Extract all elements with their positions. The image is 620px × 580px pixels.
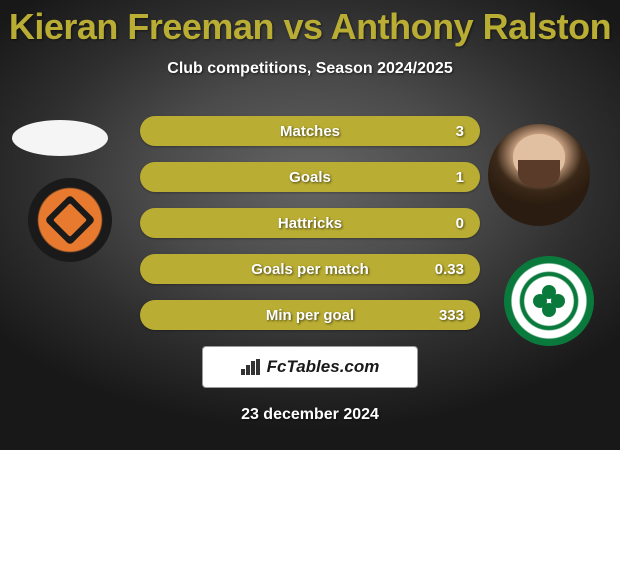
stat-row-min-per-goal: Min per goal 333	[140, 300, 480, 330]
stat-value: 333	[439, 307, 464, 324]
stat-label: Hattricks	[140, 215, 480, 232]
stat-label: Matches	[140, 123, 480, 140]
stat-row-goals-per-match: Goals per match 0.33	[140, 254, 480, 284]
brand-box: FcTables.com	[202, 346, 418, 388]
date-text: 23 december 2024	[0, 406, 620, 424]
stat-row-goals: Goals 1	[140, 162, 480, 192]
stat-label: Goals per match	[140, 261, 480, 278]
stat-label: Min per goal	[140, 307, 480, 324]
stat-row-matches: Matches 3	[140, 116, 480, 146]
bar-chart-icon	[241, 359, 261, 375]
stat-value: 0	[456, 215, 464, 232]
stat-label: Goals	[140, 169, 480, 186]
stat-row-hattricks: Hattricks 0	[140, 208, 480, 238]
stats-bars: Matches 3 Goals 1 Hattricks 0 Goals per …	[0, 116, 620, 330]
stat-value: 1	[456, 169, 464, 186]
content-container: Kieran Freeman vs Anthony Ralston Club c…	[0, 0, 620, 424]
stat-value: 3	[456, 123, 464, 140]
subtitle: Club competitions, Season 2024/2025	[0, 60, 620, 78]
page-title: Kieran Freeman vs Anthony Ralston	[0, 0, 620, 48]
stat-value: 0.33	[435, 261, 464, 278]
brand-text: FcTables.com	[267, 357, 380, 377]
